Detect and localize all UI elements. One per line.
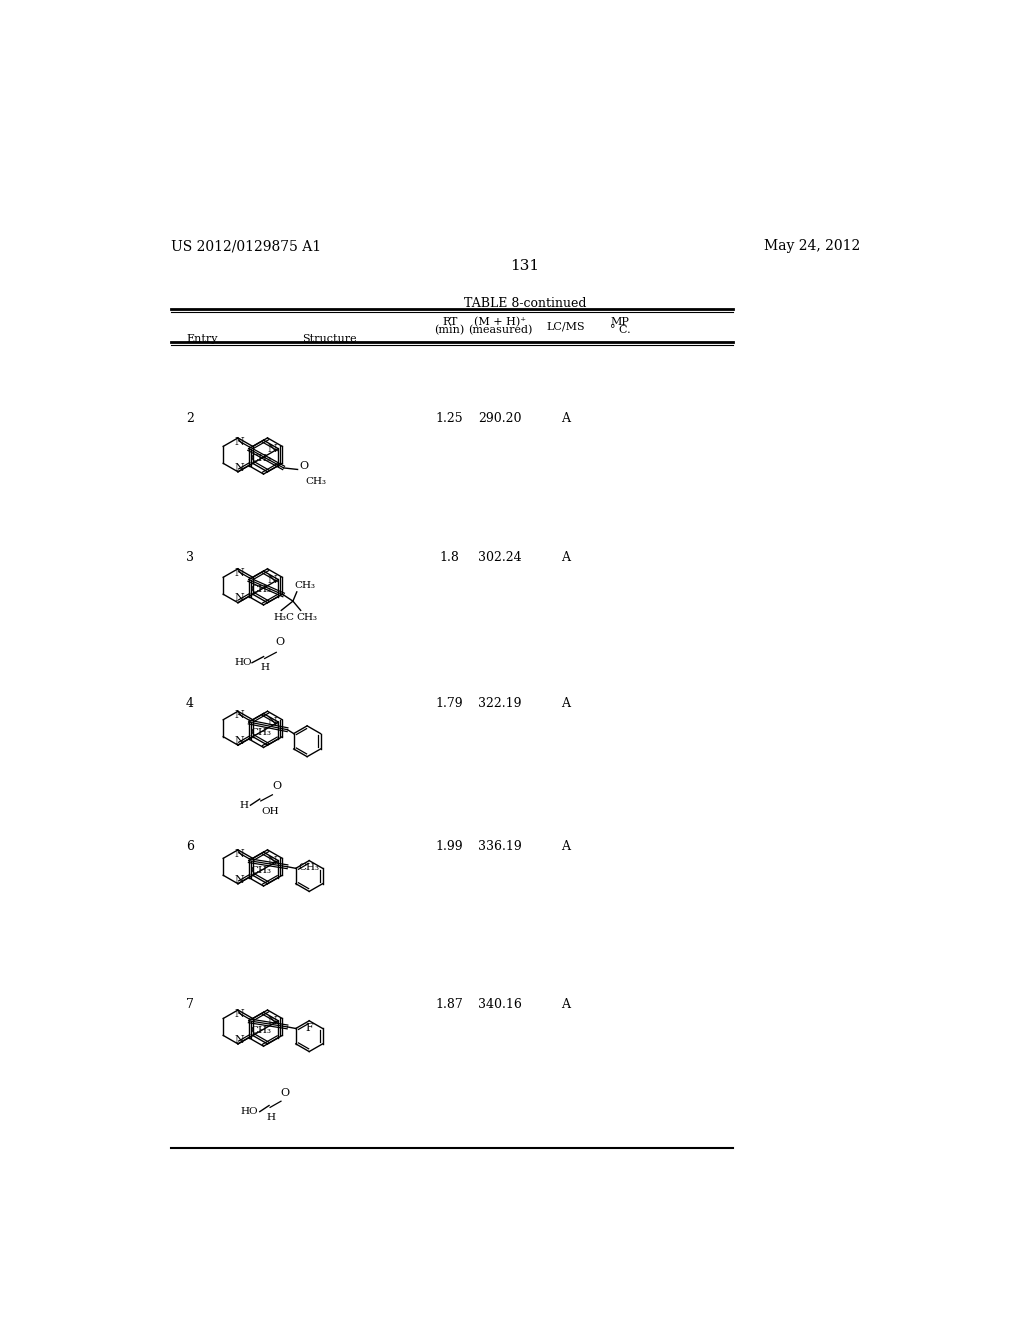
Text: HO: HO: [234, 659, 252, 667]
Text: N: N: [267, 574, 276, 585]
Text: 6: 6: [186, 840, 195, 853]
Text: CH₃: CH₃: [295, 581, 315, 590]
Text: CH₃: CH₃: [299, 863, 319, 873]
Text: Structure: Structure: [302, 334, 356, 345]
Text: 1.99: 1.99: [436, 840, 464, 853]
Text: H₃C: H₃C: [273, 612, 295, 622]
Text: 7: 7: [186, 998, 194, 1011]
Text: O: O: [275, 636, 285, 647]
Text: 336.19: 336.19: [478, 840, 522, 853]
Text: N: N: [234, 875, 244, 884]
Text: CH₃: CH₃: [250, 727, 271, 737]
Text: 1.8: 1.8: [439, 552, 460, 564]
Text: 3: 3: [186, 552, 195, 564]
Text: N: N: [234, 437, 244, 447]
Text: O: O: [272, 781, 282, 792]
Text: N: N: [234, 568, 244, 578]
Text: H: H: [240, 801, 248, 809]
Text: Entry: Entry: [186, 334, 218, 345]
Text: TABLE 8-continued: TABLE 8-continued: [464, 297, 586, 310]
Text: CH₃: CH₃: [250, 866, 271, 875]
Text: (measured): (measured): [468, 325, 532, 335]
Text: CH₃: CH₃: [250, 454, 271, 463]
Text: CH₃: CH₃: [250, 585, 271, 594]
Text: 1.87: 1.87: [436, 998, 464, 1011]
Text: A: A: [561, 412, 570, 425]
Text: ° C.: ° C.: [610, 325, 631, 335]
Text: 340.16: 340.16: [478, 998, 522, 1011]
Text: H: H: [261, 663, 269, 672]
Text: O: O: [299, 461, 308, 471]
Text: N: N: [234, 594, 244, 603]
Text: N: N: [234, 462, 244, 473]
Text: (min): (min): [434, 325, 465, 335]
Text: N: N: [234, 849, 244, 859]
Text: N: N: [234, 710, 244, 721]
Text: 302.24: 302.24: [478, 552, 522, 564]
Text: F: F: [305, 1023, 313, 1034]
Text: H: H: [266, 1113, 275, 1122]
Text: May 24, 2012: May 24, 2012: [764, 239, 860, 253]
Text: N: N: [267, 444, 276, 454]
Text: N: N: [234, 737, 244, 746]
Text: 1.79: 1.79: [436, 697, 464, 710]
Text: HO: HO: [241, 1107, 258, 1117]
Text: N: N: [267, 717, 276, 727]
Text: N: N: [234, 1010, 244, 1019]
Text: 131: 131: [510, 259, 540, 272]
Text: O: O: [281, 1088, 290, 1098]
Text: A: A: [561, 840, 570, 853]
Text: US 2012/0129875 A1: US 2012/0129875 A1: [171, 239, 321, 253]
Text: N: N: [267, 1016, 276, 1026]
Text: 4: 4: [186, 697, 195, 710]
Text: (M + H)⁺: (M + H)⁺: [474, 317, 526, 327]
Text: RT: RT: [442, 317, 458, 327]
Text: CH₃: CH₃: [305, 477, 327, 486]
Text: LC/MS: LC/MS: [547, 322, 585, 331]
Text: N: N: [234, 1035, 244, 1044]
Text: CH₃: CH₃: [297, 612, 317, 622]
Text: 2: 2: [186, 412, 194, 425]
Text: A: A: [561, 697, 570, 710]
Text: A: A: [561, 998, 570, 1011]
Text: 1.25: 1.25: [436, 412, 464, 425]
Text: 290.20: 290.20: [478, 412, 522, 425]
Text: MP: MP: [610, 317, 630, 327]
Text: OH: OH: [261, 807, 279, 816]
Text: N: N: [267, 855, 276, 866]
Text: A: A: [561, 552, 570, 564]
Text: CH₃: CH₃: [250, 1027, 271, 1035]
Text: 322.19: 322.19: [478, 697, 522, 710]
